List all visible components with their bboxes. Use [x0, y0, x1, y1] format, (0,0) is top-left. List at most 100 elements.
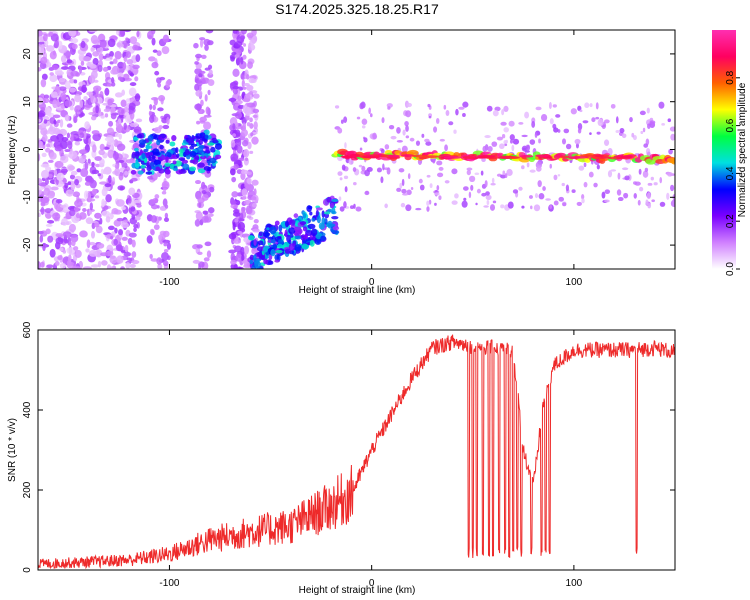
spectrogram-cell [451, 200, 458, 205]
spectrogram-cell [236, 57, 244, 63]
spectrogram-cell [670, 199, 675, 208]
spectrogram-cell [476, 188, 481, 194]
spectrogram-cell [120, 99, 127, 108]
spectrogram-cell [314, 237, 322, 245]
spectrogram-cell [134, 147, 139, 152]
spectrogram-cell [47, 62, 52, 68]
spectrogram-cell [165, 204, 169, 209]
spectrogram-cell [165, 139, 170, 144]
spectrogram-cell [69, 174, 76, 180]
spectrogram-cell [246, 84, 254, 91]
spectrogram-cell [438, 166, 444, 171]
spectrogram-cell [197, 251, 203, 255]
spectrogram-cell [203, 129, 210, 136]
spectrogram-cell [285, 220, 289, 228]
spectrogram-cell [194, 61, 199, 65]
spectrogram-cell [444, 144, 448, 152]
spectrogram-cell [230, 139, 236, 148]
spectrogram-cell [74, 249, 82, 258]
spectrogram-cell [353, 181, 357, 186]
spectrogram-cell [89, 63, 97, 69]
spectrogram-cell [243, 245, 250, 255]
spectrogram-cell [232, 30, 238, 34]
spectrogram-cell [646, 192, 651, 200]
spectrogram-cell [359, 147, 363, 151]
spectrogram-cell [172, 167, 179, 172]
spectrogram-peak [443, 156, 462, 159]
spectrogram-cell [38, 97, 44, 105]
spectrogram-cell [157, 263, 163, 269]
spectrogram-cell [166, 116, 170, 125]
spectrogram-cell [518, 186, 523, 191]
spectrogram-cell [92, 39, 101, 44]
spectrogram-cell [60, 92, 67, 101]
spectrogram-cell [157, 107, 164, 112]
spectrogram-cell [125, 159, 134, 164]
spectrogram-cell [91, 130, 100, 135]
spectrogram-cell [561, 182, 565, 187]
spectrogram-cell [231, 191, 239, 198]
spectrogram-cell [617, 196, 624, 202]
spectrogram-cell [171, 135, 177, 142]
spectrogram-image [38, 30, 675, 269]
spectrogram-cell [46, 264, 54, 269]
spectrogram-cell [56, 133, 64, 143]
spectrogram-cell [83, 96, 88, 101]
spectrogram-cell [134, 93, 141, 102]
spectrogram-cell [110, 112, 117, 120]
spectrogram-cell [557, 174, 561, 177]
spectrogram-cell [125, 262, 131, 269]
spectrogram-cell [92, 51, 100, 57]
spectrogram-cell [596, 164, 600, 170]
spectrogram-cell [577, 105, 582, 112]
spectrogram-cell [427, 103, 431, 108]
spectrogram-cell [148, 155, 152, 162]
spectrogram-cell [205, 146, 210, 154]
spectrogram-cell [141, 152, 146, 160]
spectrogram-cell [38, 186, 45, 191]
spectrogram-cell [458, 106, 465, 110]
spectrogram-cell [147, 30, 154, 40]
spectrogram-cell [112, 66, 116, 75]
spectrogram-cell [579, 109, 583, 113]
spectrogram-cell [294, 244, 302, 252]
spectrogram-cell [266, 227, 270, 231]
spectrogram-cell [343, 201, 347, 209]
spectrogram-cell [53, 169, 58, 177]
spectrogram-cell [232, 86, 240, 90]
colorbar: 0.0 0.2 0.4 0.6 0.8 Normalized spectral ampl… [712, 30, 748, 276]
spectrogram-cell [562, 202, 567, 207]
spectrogram-cell [156, 257, 163, 265]
spectrogram-cell [60, 204, 67, 208]
spectrogram-cell [258, 254, 266, 260]
spectrogram-cell [115, 30, 120, 36]
spectrogram-cell [577, 128, 582, 134]
spectrogram-peak [361, 155, 377, 159]
spectrogram-cell [481, 157, 486, 162]
spectrogram-cell [401, 188, 407, 194]
spectrogram-cell [136, 30, 140, 38]
spectrogram-cell [288, 243, 297, 251]
spectrogram-cell [162, 34, 170, 43]
spectrogram-cell [161, 46, 170, 55]
spectrogram-cell [43, 94, 50, 99]
spectrogram-cell [466, 167, 473, 171]
spectrogram-cell [45, 45, 55, 52]
spectrogram-cell [195, 211, 203, 221]
spectrogram-cell [68, 150, 78, 160]
spectrogram-cell [110, 266, 115, 269]
spectrogram-cell [311, 217, 316, 222]
spectrogram-peak [519, 154, 534, 158]
spectrogram-cell [116, 255, 124, 264]
spectrogram-cell [69, 209, 76, 217]
spectrogram-cell [343, 175, 349, 180]
spectrogram-cell [124, 244, 129, 253]
spectrogram-cell [47, 235, 54, 243]
spectrogram-cell [369, 113, 373, 118]
spectrogram-cell [131, 151, 136, 159]
spectrogram-cell [199, 39, 204, 48]
spectrogram-cell [504, 143, 508, 147]
spectrogram-peak [508, 156, 521, 159]
spectrogram-cell [42, 134, 48, 142]
spectrogram-cell [201, 151, 205, 158]
